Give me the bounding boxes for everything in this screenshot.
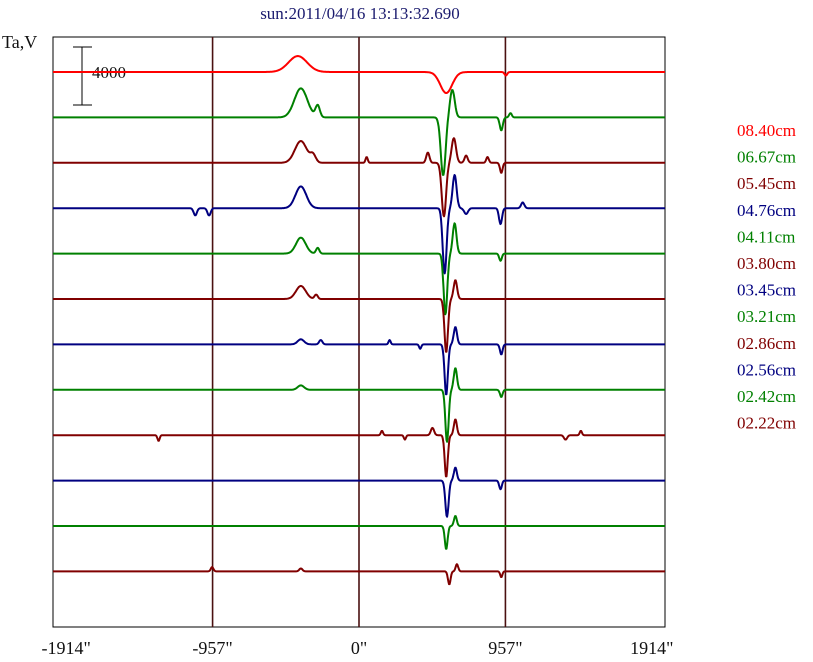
- x-tick-labels: -1914" -957" 0" 957" 1914": [41, 638, 673, 658]
- legend-entry: 03.45cm: [737, 281, 796, 300]
- series-line-02.42cm: [52, 515, 666, 550]
- series-line-02.56cm: [52, 466, 666, 518]
- series-line-03.80cm: [52, 279, 666, 353]
- series-line-05.45cm: [52, 137, 666, 218]
- x-tick-label: 0": [351, 638, 367, 658]
- legend-entry: 02.42cm: [737, 387, 796, 406]
- x-tick-label: -1914": [41, 638, 90, 658]
- x-tick-label: -957": [192, 638, 232, 658]
- series-line-03.21cm: [52, 367, 666, 443]
- series-line-04.76cm: [52, 174, 666, 275]
- series-line-04.11cm: [52, 222, 666, 316]
- series-line-06.67cm: [52, 87, 666, 176]
- series-lines: [52, 55, 666, 586]
- x-tick-label: 957": [488, 638, 522, 658]
- legend-entry: 03.80cm: [737, 254, 796, 273]
- legend-entry: 04.11cm: [737, 227, 795, 246]
- series-line-02.86cm: [52, 418, 666, 478]
- series-line-02.22cm: [52, 563, 666, 586]
- legend-entry: 02.86cm: [737, 334, 796, 353]
- legend-entry: 02.56cm: [737, 360, 796, 379]
- y-axis-label: Ta,V: [2, 32, 37, 52]
- chart-title: sun:2011/04/16 13:13:32.690: [260, 4, 460, 23]
- series-line-03.45cm: [52, 326, 666, 396]
- legend-entry: 04.76cm: [737, 201, 796, 220]
- legend-entry: 08.40cm: [737, 121, 796, 140]
- legend-entry: 05.45cm: [737, 174, 796, 193]
- x-tick-label: 1914": [630, 638, 673, 658]
- legend-entry: 02.22cm: [737, 414, 796, 433]
- series-line-08.40cm: [52, 55, 666, 94]
- scale-bar: 4000: [73, 46, 126, 106]
- legend-entry: 06.67cm: [737, 148, 796, 167]
- vertical-grid-lines: [211, 37, 507, 627]
- legend-entry: 03.21cm: [737, 307, 796, 326]
- legend: 08.40cm 06.67cm 05.45cm 04.76cm 04.11cm 03.80…: [737, 121, 796, 433]
